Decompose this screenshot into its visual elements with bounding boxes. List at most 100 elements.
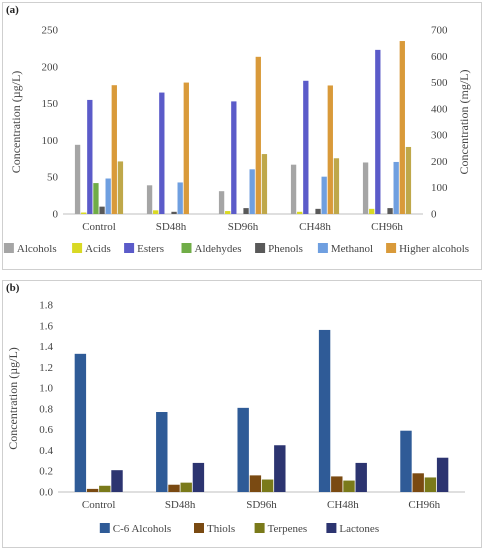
y-tick-label: 1.8: [39, 300, 53, 312]
x-category-label: CH48h: [299, 221, 331, 233]
legend-swatch: [99, 523, 110, 533]
y-tick-label: 200: [42, 61, 59, 73]
bar: [153, 210, 159, 214]
bar: [111, 85, 117, 214]
bar: [249, 169, 255, 214]
bar: [303, 80, 309, 214]
legend-swatch: [124, 243, 135, 253]
y-tick-label: 1.6: [39, 320, 53, 332]
bar: [171, 211, 177, 214]
chart-panel-a: (a) 0 50 100 150 200 250 0 100 200 300 400 500 600 70…: [2, 2, 482, 270]
bar: [327, 85, 333, 214]
bar: [237, 407, 249, 492]
y-right-tick-label: 500: [431, 77, 448, 89]
y-axis-label: Concentration (µg/L): [6, 347, 20, 450]
y-tick-label: 1.0: [39, 383, 53, 395]
panel-label-a: (a): [6, 4, 19, 16]
bar: [333, 158, 340, 214]
bar: [412, 473, 424, 492]
bar: [146, 185, 153, 214]
bar: [183, 82, 189, 214]
bar: [355, 462, 367, 492]
x-category-label: CH96h: [371, 221, 403, 233]
y-tick-label: 100: [42, 135, 59, 147]
legend-swatch: [72, 243, 83, 253]
bar: [192, 462, 205, 492]
y-right-tick-label: 400: [431, 103, 448, 115]
bar: [87, 99, 93, 214]
y-tick-label: 50: [47, 172, 59, 184]
bar: [218, 191, 225, 214]
x-category-label: SD96h: [246, 499, 277, 511]
panel-label-b: (b): [6, 282, 20, 294]
bar: [362, 162, 369, 214]
bar: [405, 146, 412, 214]
legend-label: Esters: [137, 243, 164, 255]
bar: [290, 164, 297, 214]
y-right-tick-label: 300: [431, 130, 448, 142]
bar: [225, 211, 231, 214]
x-category-label: SD48h: [156, 221, 187, 233]
bar: [400, 430, 412, 492]
y-tick-label: 0.8: [39, 403, 53, 415]
legend-label: C-6 Alcohols: [113, 523, 171, 535]
y-tick-label: 0: [53, 209, 59, 221]
bar: [369, 208, 375, 214]
bar: [261, 154, 268, 214]
x-category-label: Control: [82, 499, 116, 511]
bar: [93, 183, 99, 214]
legend-swatch: [3, 243, 14, 253]
x-category-label: Control: [82, 221, 116, 233]
bar: [375, 49, 381, 214]
bar: [331, 476, 343, 492]
chart-panel-b: (b) 0.0 0.2 0.4 0.6 0.8 1.0 1.2 1.4 1.6 1.8 Concen…: [2, 280, 482, 548]
bar: [156, 412, 168, 492]
bar: [99, 206, 105, 214]
legend-label: Alcohols: [17, 243, 57, 255]
bar: [81, 212, 87, 214]
bar: [424, 477, 437, 492]
bar: [111, 470, 123, 492]
legend-label: Thiols: [207, 523, 235, 535]
bar: [99, 485, 111, 492]
y-tick-label: 0.2: [39, 466, 53, 478]
y-right-axis-label: Concentration (mg/L): [457, 70, 471, 175]
bar: [399, 41, 405, 214]
bar: [243, 208, 249, 214]
bar: [274, 445, 286, 492]
y-tick-label: 0.6: [39, 424, 53, 436]
bar: [436, 457, 449, 492]
y-right-tick-label: 700: [431, 25, 448, 37]
legend-label: Lactones: [339, 523, 379, 535]
y-tick-label: 150: [42, 98, 59, 110]
bar: [159, 92, 165, 214]
x-category-label: SD48h: [165, 499, 196, 511]
y-axis-label: Concentration (µg/L): [9, 71, 23, 174]
y-right-tick-label: 600: [431, 51, 448, 63]
bar: [105, 178, 111, 214]
legend-label: Phenols: [268, 243, 303, 255]
bar: [255, 56, 261, 214]
bar: [74, 144, 81, 214]
legend-swatch: [326, 523, 337, 533]
bar: [393, 161, 399, 214]
bar: [74, 353, 87, 492]
legend-swatch: [194, 523, 204, 533]
y-tick-label: 0.4: [39, 445, 53, 457]
x-category-label: CH48h: [327, 499, 359, 511]
bar: [231, 101, 237, 214]
bar: [168, 484, 180, 492]
x-category-label: CH96h: [408, 499, 440, 511]
y-tick-label: 1.4: [39, 341, 53, 353]
legend-swatch: [255, 243, 266, 253]
y-right-tick-label: 200: [431, 156, 448, 168]
bar: [86, 488, 99, 492]
bar: [261, 479, 274, 492]
legend-label: Aldehydes: [195, 243, 242, 255]
legend-label: Acids: [85, 243, 111, 255]
legend-label: Methanol: [331, 243, 373, 255]
chart-a: 0 50 100 150 200 250 0 100 200 300 400 500 600 700 Con…: [3, 25, 471, 255]
bar: [249, 475, 262, 492]
legend-label: Terpenes: [268, 523, 308, 535]
y-tick-label: 0.0: [39, 487, 53, 499]
